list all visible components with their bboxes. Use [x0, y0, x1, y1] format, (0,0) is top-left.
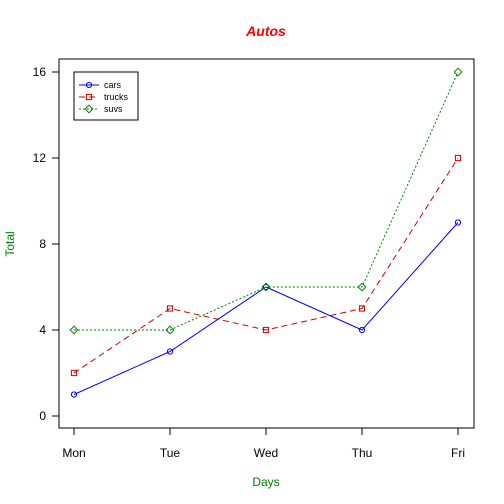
data-point-suvs	[69, 325, 79, 335]
x-tick-label: Fri	[451, 446, 465, 460]
data-point-cars	[454, 219, 462, 226]
series-trucks	[70, 154, 462, 377]
y-tick-label: 0	[39, 409, 46, 423]
legend-marker	[84, 104, 94, 114]
data-point-suvs	[357, 282, 367, 292]
data-point-cars	[358, 326, 366, 334]
data-point-trucks	[454, 154, 462, 162]
data-point-suvs	[261, 282, 271, 292]
legend-label: cars	[104, 80, 122, 90]
data-point-suvs	[165, 325, 175, 335]
series-layer	[69, 67, 463, 398]
series-line-suvs	[74, 71, 459, 331]
legend-marker	[85, 81, 93, 89]
x-tick-label: Wed	[254, 446, 278, 460]
y-tick-label: 8	[39, 237, 46, 251]
data-point-trucks	[262, 326, 270, 334]
series-suvs	[69, 67, 463, 335]
y-tick-label: 16	[33, 65, 47, 79]
legend-item-cars: cars	[79, 80, 122, 90]
data-point-trucks	[166, 305, 174, 312]
x-tick-label: Mon	[62, 446, 85, 460]
data-point-suvs	[453, 67, 463, 77]
legend-item-trucks: trucks	[79, 92, 129, 102]
y-axis: 0 4 8 12 16	[33, 65, 60, 423]
data-point-cars	[262, 283, 270, 291]
x-tick-label: Thu	[352, 446, 373, 460]
legend-label: trucks	[104, 92, 129, 102]
legend-item-suvs: suvs	[79, 104, 123, 114]
chart-title: Autos	[245, 23, 286, 39]
legend-box	[73, 71, 139, 121]
y-axis-title: Total	[3, 231, 17, 256]
x-axis-title: Days	[252, 475, 279, 489]
legend: cars trucks suvs	[73, 71, 139, 121]
x-axis: Mon Tue Wed Thu Fri	[62, 427, 465, 460]
data-point-trucks	[70, 369, 78, 377]
y-tick-label: 12	[33, 151, 47, 165]
legend-marker	[85, 93, 93, 101]
y-tick-label: 4	[39, 323, 46, 337]
data-point-cars	[70, 391, 78, 398]
data-point-cars	[166, 348, 174, 355]
x-tick-label: Tue	[160, 446, 181, 460]
series-line-trucks	[73, 157, 459, 374]
data-point-trucks	[358, 305, 366, 312]
legend-label: suvs	[104, 104, 123, 114]
